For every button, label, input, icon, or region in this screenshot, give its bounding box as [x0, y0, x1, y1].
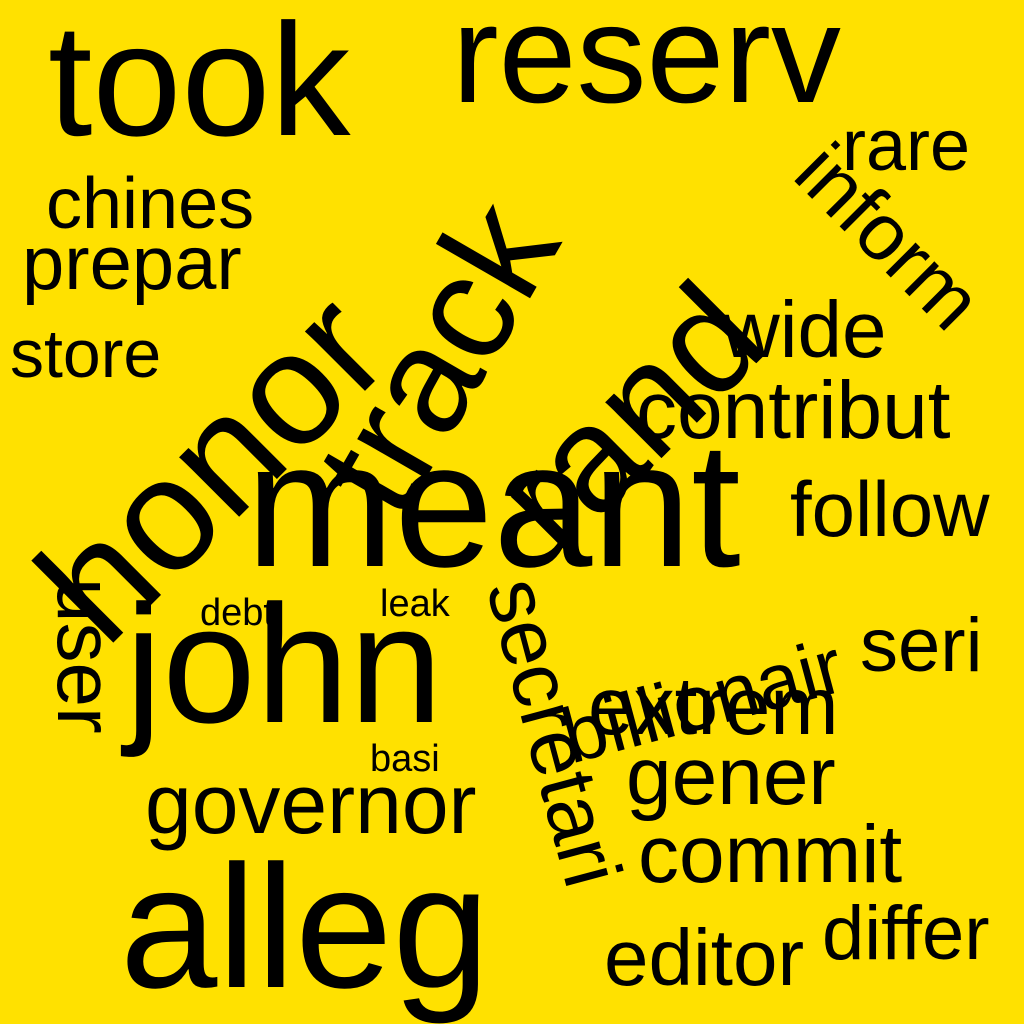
word-chines: chines: [46, 164, 255, 244]
word-differ: differ: [822, 891, 990, 976]
word-basi: basi: [370, 738, 440, 780]
word-seri: seri: [860, 603, 983, 688]
word-user: user: [41, 578, 130, 734]
word-commit: commit: [638, 809, 903, 900]
word-alleg: alleg: [120, 830, 490, 1024]
word-john: john: [125, 570, 443, 758]
word-debt: debt: [200, 592, 274, 634]
word-leak: leak: [380, 583, 450, 625]
word-took: took: [48, 0, 351, 169]
word-reserv: reserv: [452, 0, 841, 132]
word-wide: wide: [722, 285, 887, 374]
word-store: store: [10, 316, 162, 392]
word-prepar: prepar: [22, 221, 242, 306]
word-follow: follow: [790, 465, 990, 553]
word-contribut: contribut: [636, 365, 951, 456]
word-rare: rare: [842, 106, 971, 186]
word-editor: editor: [604, 913, 805, 1002]
word-gener: gener: [626, 731, 836, 822]
word-meant: meant: [246, 405, 741, 604]
word-extrem: extrem: [588, 661, 839, 752]
word-governor: governor: [145, 757, 477, 851]
